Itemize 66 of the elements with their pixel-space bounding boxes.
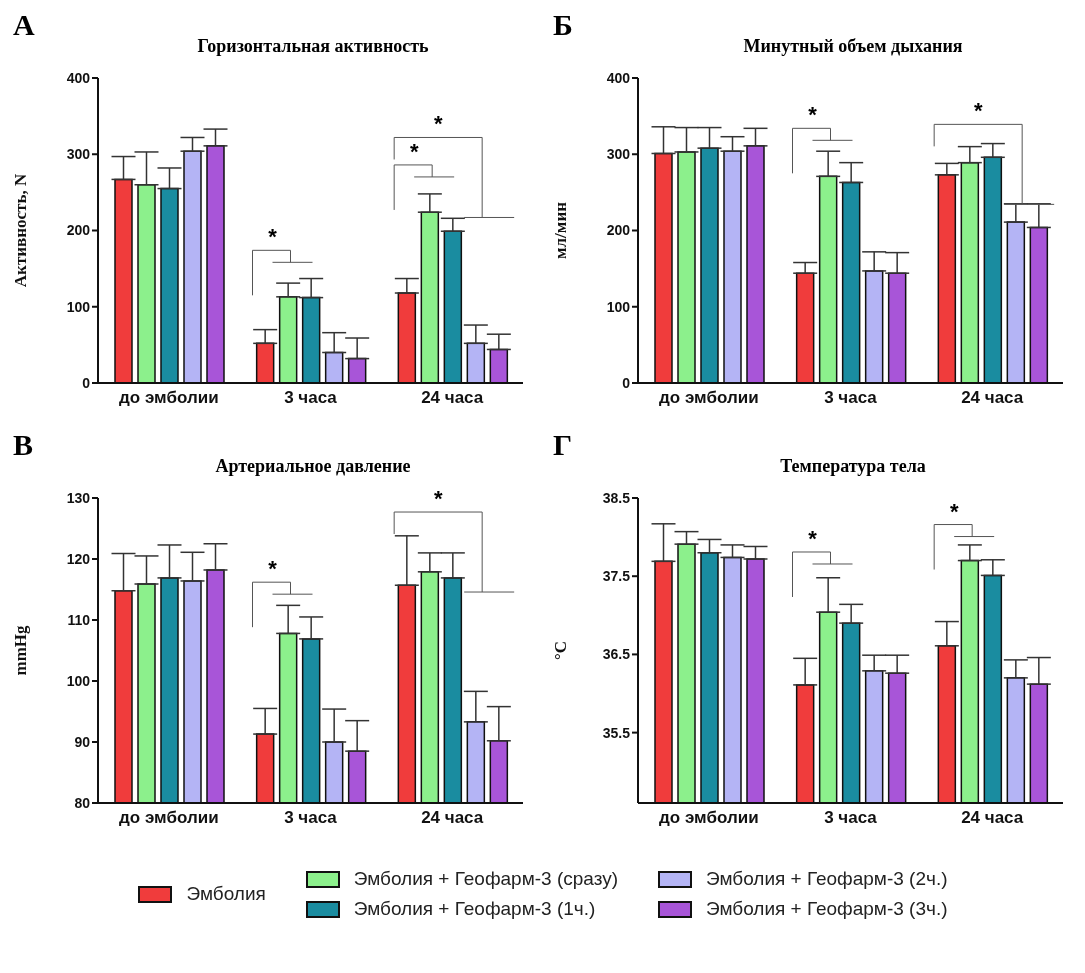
y-tick-label: 0	[82, 374, 91, 391]
legend-label: Эмболия + Геофарм-3 (3ч.)	[705, 898, 948, 920]
text: В	[13, 428, 34, 462]
legend-label: Эмболия + Геофарм-3 (1ч.)	[353, 898, 596, 920]
annotation: *	[973, 98, 983, 124]
y-tick-label: 200	[66, 222, 91, 239]
y-axis-title: °C	[551, 640, 571, 661]
legend-label: Эмболия + Геофарм-3 (2ч.)	[705, 868, 948, 890]
annotation: *	[949, 498, 959, 524]
chart-title: Горизонтальная активность	[196, 36, 430, 57]
y-tick-label: 120	[66, 550, 91, 567]
text: Б	[553, 8, 573, 42]
significance-bracket: *	[792, 102, 853, 174]
y-tick-label: 38.5	[602, 489, 631, 506]
chart-title: Минутный объем дыхания	[742, 36, 964, 57]
y-axis-title: Активность, N	[11, 173, 31, 288]
annotation: *	[808, 102, 818, 128]
x-tick-label: 3 часа	[824, 808, 878, 828]
significance-bracket: *	[792, 526, 853, 598]
annotation: *	[268, 224, 278, 250]
y-tick-label: 400	[66, 69, 91, 86]
x-tick-label: 3 часа	[284, 388, 338, 408]
y-tick-label: 110	[67, 611, 91, 628]
y-tick-label: 300	[606, 146, 631, 163]
y-tick-label: 100	[66, 298, 91, 315]
y-tick-label: 0	[622, 374, 631, 391]
x-tick-label: 24 часа	[961, 388, 1024, 408]
y-tick-label: 90	[74, 733, 91, 750]
y-tick-label: 36.5	[602, 646, 631, 663]
y-tick-label: 200	[606, 222, 631, 239]
y-tick-label: 37.5	[602, 568, 631, 585]
text: Г	[553, 428, 573, 462]
x-tick-label: 3 часа	[824, 388, 878, 408]
significance-bracket: *	[252, 556, 313, 628]
x-tick-label: 3 часа	[284, 808, 338, 828]
y-tick-label: 100	[606, 298, 631, 315]
chart-title: Артериальное давление	[214, 456, 412, 477]
legend-label: Эмболия + Геофарм-3 (сразу)	[353, 868, 618, 890]
significance-bracket: *	[393, 488, 515, 593]
y-tick-label: 300	[66, 146, 91, 163]
y-tick-label: 80	[74, 794, 91, 811]
y-axis-title: мл/мин	[551, 201, 571, 260]
text: А	[13, 8, 35, 42]
chart-title: Температура тела	[779, 456, 927, 477]
y-tick-label: 400	[606, 69, 631, 86]
significance-bracket: *	[933, 98, 1055, 205]
legend-label: Эмболия	[186, 883, 266, 905]
x-tick-label: 24 часа	[421, 388, 484, 408]
x-tick-label: 24 часа	[421, 808, 484, 828]
significance-bracket: *	[393, 138, 455, 211]
x-tick-label: до эмболии	[659, 388, 759, 408]
annotation: *	[808, 525, 818, 551]
annotation: *	[268, 556, 278, 582]
y-axis-title: mmHg	[11, 624, 31, 676]
significance-bracket: *	[252, 224, 313, 296]
y-tick-label: 130	[66, 489, 91, 506]
annotation: *	[409, 138, 419, 164]
x-tick-label: до эмболии	[119, 808, 219, 828]
x-tick-label: до эмболии	[119, 388, 219, 408]
annotation: *	[433, 486, 443, 512]
x-tick-label: до эмболии	[659, 808, 759, 828]
x-tick-label: 24 часа	[961, 808, 1024, 828]
significance-bracket: *	[933, 498, 995, 571]
y-tick-label: 35.5	[602, 724, 631, 741]
y-tick-label: 100	[66, 672, 91, 689]
annotation: *	[433, 111, 443, 137]
